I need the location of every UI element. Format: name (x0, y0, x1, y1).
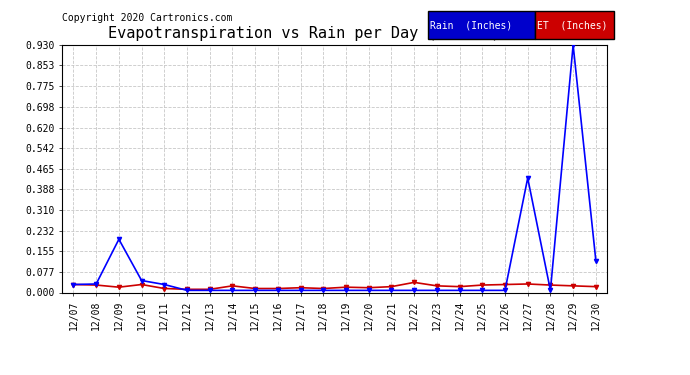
Text: Evapotranspiration vs Rain per Day (Inches) 20191231: Evapotranspiration vs Rain per Day (Inch… (108, 26, 582, 41)
Text: Rain  (Inches): Rain (Inches) (430, 20, 512, 30)
Text: ET  (Inches): ET (Inches) (537, 20, 607, 30)
Text: Copyright 2020 Cartronics.com: Copyright 2020 Cartronics.com (62, 13, 233, 23)
